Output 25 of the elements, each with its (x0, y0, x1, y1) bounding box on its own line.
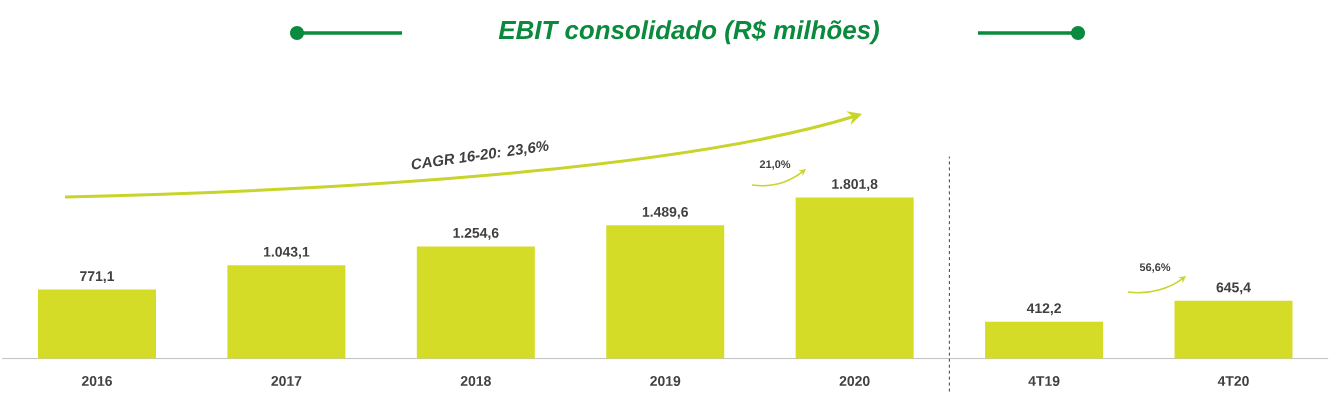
x-tick-label: 2020 (839, 376, 870, 386)
data-label: 1.043,1 (264, 246, 310, 259)
x-tick-label: 2018 (460, 376, 491, 386)
bar (985, 321, 1104, 359)
x-tick-label: 2016 (81, 376, 112, 386)
data-label: 645,4 (1216, 282, 1251, 295)
x-tick-label: 2017 (271, 376, 302, 386)
text: 21,0% (759, 160, 791, 170)
bar (416, 246, 535, 359)
bar (227, 265, 346, 359)
bar (37, 289, 156, 359)
x-tick-label: 4T20 (1217, 376, 1249, 386)
chart-title: EBIT consolidado (R$ milhões) (498, 19, 879, 45)
data-label: 1.801,8 (832, 179, 878, 191)
text: CAGR 16-20: 23,6% (411, 140, 549, 170)
x-tick-label: 2019 (650, 376, 681, 386)
data-label: 412,2 (1026, 303, 1061, 316)
x-tick-label: 4T19 (1028, 376, 1060, 386)
bar (606, 225, 725, 359)
bar (1174, 300, 1293, 359)
data-label: 1.254,6 (453, 227, 499, 240)
data-label: 1.489,6 (642, 206, 688, 219)
bar (795, 197, 914, 359)
annotation: 56,6% (1139, 263, 1171, 273)
data-label: 771,1 (80, 271, 115, 284)
